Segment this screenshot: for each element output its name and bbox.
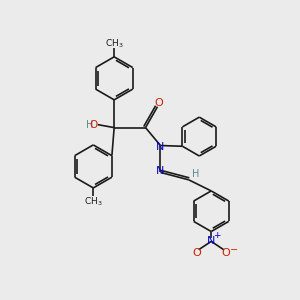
Text: O: O <box>192 248 201 258</box>
Text: O: O <box>154 98 163 108</box>
Text: +: + <box>213 231 220 240</box>
Text: CH$_3$: CH$_3$ <box>84 195 103 208</box>
Text: O: O <box>89 120 98 130</box>
Text: O: O <box>222 248 230 258</box>
Text: N: N <box>156 166 165 176</box>
Text: N: N <box>207 236 215 246</box>
Text: H: H <box>192 169 199 179</box>
Text: H: H <box>86 120 93 130</box>
Text: CH$_3$: CH$_3$ <box>105 37 124 50</box>
Text: N: N <box>156 142 165 152</box>
Text: −: − <box>230 245 238 255</box>
